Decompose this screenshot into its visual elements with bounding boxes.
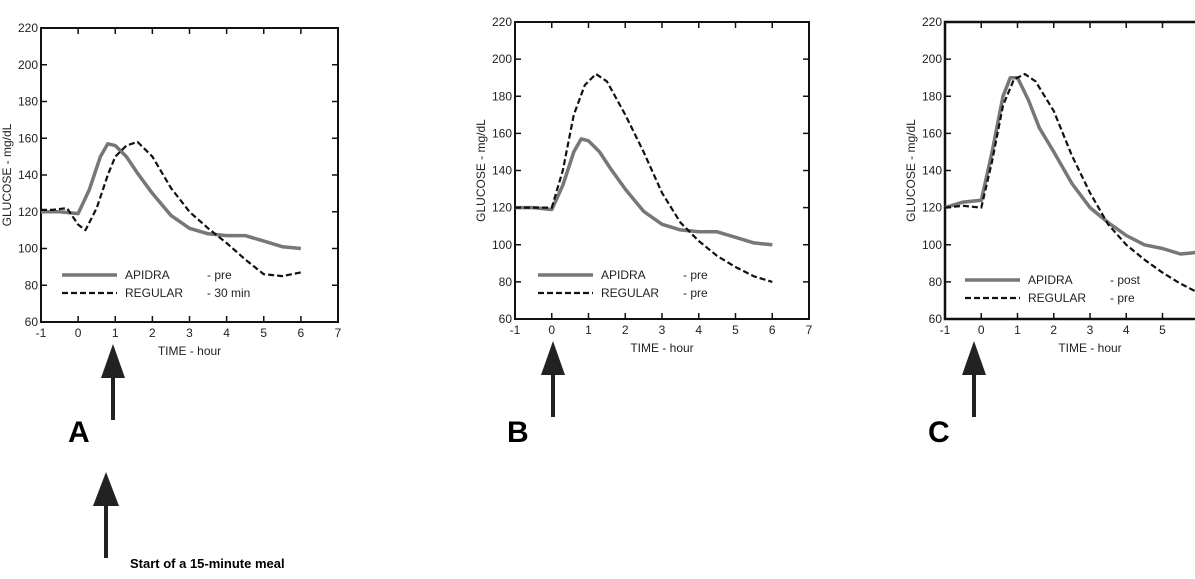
x-tick-label: 0: [548, 323, 555, 337]
y-tick-label: 80: [25, 278, 39, 292]
y-tick-label: 160: [492, 126, 512, 140]
x-tick-label: 2: [622, 323, 629, 337]
y-tick-label: 140: [922, 164, 942, 178]
x-tick-label: 5: [732, 323, 739, 337]
y-tick-label: 140: [18, 168, 38, 182]
y-tick-label: 180: [922, 89, 942, 103]
x-tick-label: 5: [1159, 323, 1166, 337]
meal-start-arrow-icon: [962, 341, 986, 375]
x-tick-label: 4: [695, 323, 702, 337]
series-line-regular: [515, 72, 773, 283]
legend-label: APIDRA: [601, 268, 646, 282]
series-line-regular: [944, 72, 1195, 293]
legend-label: REGULAR: [125, 286, 183, 300]
x-tick-label: 1: [585, 323, 592, 337]
y-tick-label: 120: [492, 201, 512, 215]
y-tick-label: 60: [499, 312, 513, 326]
plot-area: -1 0 1 2 3 4 5 6 7 60 80 100 120 140 160 180 200 220 APIDR…: [18, 21, 342, 340]
y-tick-label: 120: [18, 205, 38, 219]
y-tick-label: 160: [922, 126, 942, 140]
legend-label: REGULAR: [1028, 291, 1086, 305]
legend-timing: - pre: [683, 268, 708, 282]
x-tick-label: 3: [659, 323, 666, 337]
y-axis-title: GLUCOSE - mg/dL: [904, 119, 918, 222]
plot-area: -1012345676080100120140160180200220APIDR…: [922, 15, 1195, 337]
x-axis-title: TIME - hour: [630, 341, 693, 355]
x-tick-label: 5: [260, 326, 267, 340]
y-tick-label: 180: [492, 89, 512, 103]
y-tick-label: 120: [922, 201, 942, 215]
y-tick-label: 100: [492, 238, 512, 252]
chart-b-svg: -1 0 1 2 3 4 5 6 7 60 80 100 120 140 160 180 200 220 APIDR…: [474, 15, 813, 417]
y-tick-label: 100: [922, 238, 942, 252]
meal-start-arrow-shaft: [111, 378, 115, 420]
meal-start-arrow-icon: [93, 472, 119, 558]
x-tick-label: 1: [1014, 323, 1021, 337]
x-axis-title: TIME - hour: [158, 344, 221, 358]
y-tick-label: 140: [492, 164, 512, 178]
meal-start-arrow-icon: [541, 341, 565, 375]
legend-timing: - post: [1110, 273, 1141, 287]
panel-letter-a: A: [68, 416, 90, 449]
x-axis-title: TIME - hour: [1058, 341, 1121, 355]
meal-start-arrow-shaft: [972, 375, 976, 417]
chart-panel-a: -1 0 1 2 3 4 5 6 7 60 80 100 120 140 160 180 200 220 APIDR…: [0, 0, 390, 420]
chart-c-svg: -1012345676080100120140160180200220APIDR…: [904, 15, 1195, 417]
x-tick-label: 6: [769, 323, 776, 337]
x-tick-label: 2: [149, 326, 156, 340]
x-tick-label: 0: [978, 323, 985, 337]
y-tick-label: 220: [18, 21, 38, 35]
y-tick-label: 60: [25, 315, 39, 329]
y-tick-label: 160: [18, 131, 38, 145]
x-tick-label: 0: [75, 326, 82, 340]
legend-timing: - 30 min: [207, 286, 250, 300]
y-tick-label: 180: [18, 95, 38, 109]
x-tick-label: 6: [298, 326, 305, 340]
x-tick-label: 3: [1087, 323, 1094, 337]
legend-label: REGULAR: [601, 286, 659, 300]
series-line-apidra: [944, 75, 1195, 256]
legend-timing: - pre: [1110, 291, 1135, 305]
x-tick-label: -1: [36, 326, 47, 340]
x-tick-label: 4: [223, 326, 230, 340]
chart-panel-b: -1 0 1 2 3 4 5 6 7 60 80 100 120 140 160 180 200 220 APIDR…: [425, 0, 815, 420]
x-tick-label: -1: [940, 323, 951, 337]
x-tick-label: 4: [1123, 323, 1130, 337]
legend-label: APIDRA: [125, 268, 170, 282]
y-axis-title: GLUCOSE - mg/dL: [474, 119, 488, 222]
meal-start-arrow-shaft: [551, 375, 555, 417]
x-tick-label: 7: [806, 323, 813, 337]
x-tick-label: 7: [335, 326, 342, 340]
chart-a-svg: -1 0 1 2 3 4 5 6 7 60 80 100 120 140 160 180 200 220 APIDR…: [0, 21, 342, 420]
x-tick-label: -1: [510, 323, 521, 337]
x-tick-label: 3: [186, 326, 193, 340]
x-tick-label: 2: [1050, 323, 1057, 337]
y-tick-label: 220: [922, 15, 942, 29]
series-line-apidra: [515, 137, 773, 247]
legend-timing: - pre: [207, 268, 232, 282]
y-tick-label: 80: [929, 275, 943, 289]
panel-letter-b: B: [507, 416, 529, 449]
legend-timing: - pre: [683, 286, 708, 300]
series-line-apidra: [41, 142, 302, 251]
series-line-regular: [41, 140, 302, 278]
y-tick-label: 200: [922, 52, 942, 66]
plot-area: -1 0 1 2 3 4 5 6 7 60 80 100 120 140 160 180 200 220 APIDR…: [492, 15, 813, 337]
legend-label: APIDRA: [1028, 273, 1073, 287]
meal-start-arrow-icon: [101, 344, 125, 378]
chart-panel-c: -1012345676080100120140160180200220APIDR…: [850, 0, 1195, 420]
y-tick-label: 200: [18, 58, 38, 72]
y-tick-label: 60: [929, 312, 943, 326]
y-tick-label: 220: [492, 15, 512, 29]
x-tick-label: 1: [112, 326, 119, 340]
plot-frame: [40, 27, 339, 323]
y-tick-label: 100: [18, 242, 38, 256]
footnote-text: Start of a 15-minute meal: [130, 556, 285, 571]
y-tick-label: 80: [499, 275, 513, 289]
y-axis-title: GLUCOSE - mg/dL: [0, 123, 14, 226]
y-tick-label: 200: [492, 52, 512, 66]
panel-letter-c: C: [928, 416, 950, 449]
